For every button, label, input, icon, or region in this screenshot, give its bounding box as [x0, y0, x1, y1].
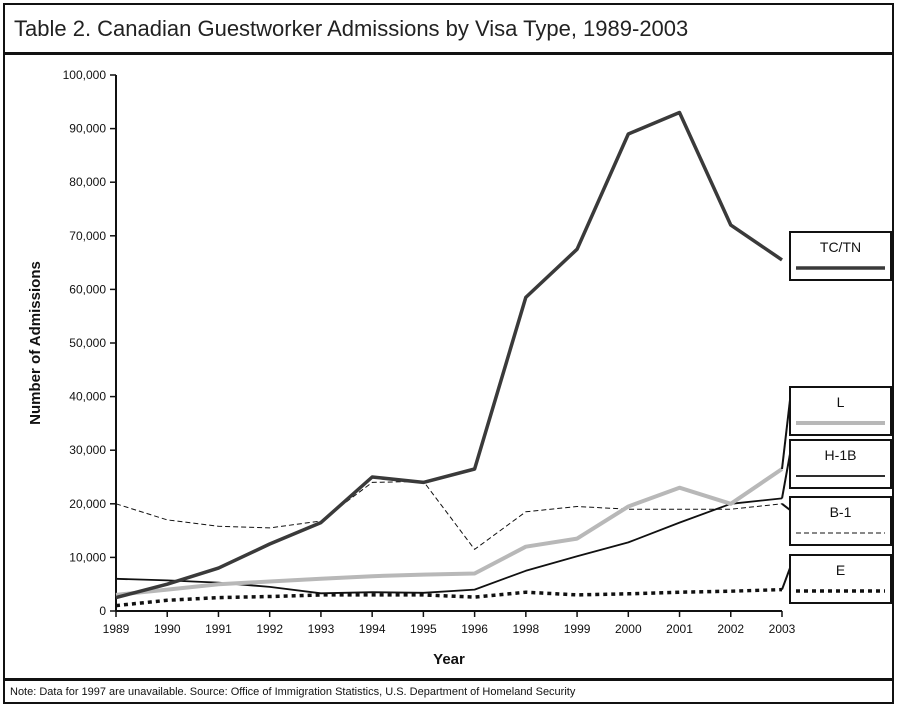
legend-box-b-1 — [789, 496, 892, 546]
y-tick-label: 50,000 — [69, 336, 106, 350]
y-tick-label: 40,000 — [69, 390, 106, 404]
legend-connector-l — [781, 399, 791, 470]
x-tick-label: 1994 — [359, 622, 386, 636]
legend-connector-b-1 — [781, 503, 791, 511]
chart-title: Table 2. Canadian Guestworker Admissions… — [14, 16, 689, 41]
series-line-b-1 — [115, 480, 783, 550]
legend-label-tc-tn: TC/TN — [820, 239, 861, 255]
source-note: Note: Data for 1997 are unavailable. Sou… — [10, 686, 576, 698]
x-tick-label: 1998 — [512, 622, 539, 636]
x-tick-label: 1993 — [308, 622, 335, 636]
series-line-e — [115, 587, 783, 608]
footer-rule — [5, 678, 892, 681]
legend-box-h-1b — [789, 439, 892, 489]
x-tick-label: 1996 — [461, 622, 488, 636]
x-tick-label: 1999 — [564, 622, 591, 636]
x-tick-label: 1991 — [205, 622, 232, 636]
y-tick-label: 80,000 — [69, 175, 106, 189]
x-tick-label: 2001 — [666, 622, 693, 636]
legend-label-b-1: B-1 — [830, 504, 852, 520]
x-tick-label: 1990 — [154, 622, 181, 636]
series-line-tc-tn — [115, 110, 783, 600]
y-tick-label: 10,000 — [69, 550, 106, 564]
y-tick-label: 90,000 — [69, 122, 106, 136]
series-line-l — [115, 467, 784, 597]
legend-label-l: L — [837, 394, 845, 410]
x-tick-label: 1992 — [256, 622, 283, 636]
y-tick-label: 30,000 — [69, 443, 106, 457]
series-line-h-1b — [115, 497, 783, 595]
y-axis-label: Number of Admissions — [27, 261, 44, 425]
y-tick-label: 20,000 — [69, 497, 106, 511]
y-tick-label: 60,000 — [69, 282, 106, 296]
title-rule — [5, 52, 892, 55]
legend-connector-h-1b — [781, 453, 791, 499]
x-tick-label: 2003 — [769, 622, 796, 636]
y-tick-label: 100,000 — [63, 68, 107, 82]
x-tick-label: 1989 — [103, 622, 130, 636]
x-axis-label: Year — [433, 651, 465, 668]
legend-label-e: E — [836, 562, 845, 578]
legend-box-l — [789, 386, 892, 436]
legend-box-tc-tn — [789, 231, 892, 281]
y-tick-label: 0 — [99, 604, 106, 618]
legend-connector-e — [781, 567, 791, 590]
chart-frame — [3, 3, 894, 704]
y-tick-label: 70,000 — [69, 229, 106, 243]
x-tick-label: 2000 — [615, 622, 642, 636]
x-tick-label: 1995 — [410, 622, 437, 636]
x-tick-label: 2002 — [717, 622, 744, 636]
legend-box-e — [789, 554, 892, 604]
legend-label-h-1b: H-1B — [825, 447, 857, 463]
